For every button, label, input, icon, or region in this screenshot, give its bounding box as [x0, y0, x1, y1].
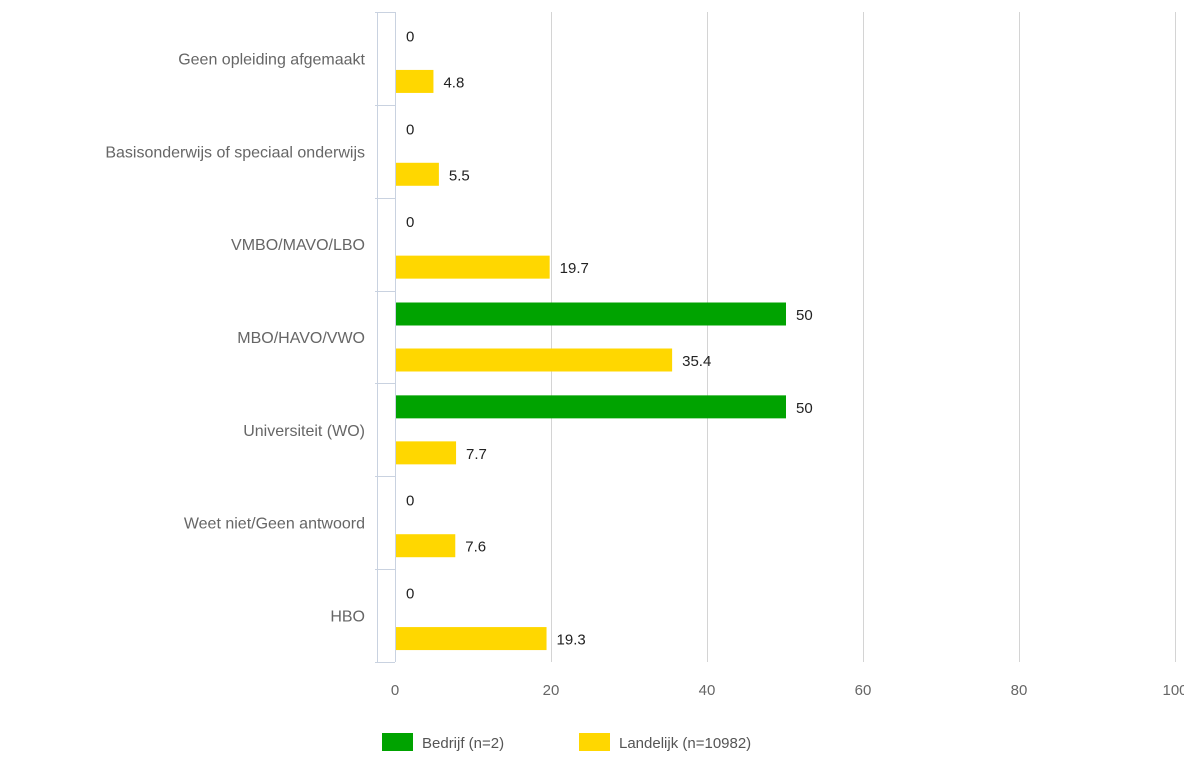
legend-swatch	[382, 733, 413, 751]
x-tick-label: 100	[1162, 682, 1184, 699]
data-label: 0	[406, 28, 414, 45]
bar-landelijk	[396, 69, 434, 93]
data-label: 5.5	[449, 167, 470, 184]
data-label: 7.6	[465, 539, 486, 556]
data-label: 0	[406, 214, 414, 231]
category-label: MBO/HAVO/VWO	[237, 330, 365, 347]
x-tick-labels: 0 20 40 60 80 100	[391, 682, 1184, 699]
category-label: HBO	[330, 609, 365, 626]
data-label: 19.7	[560, 260, 589, 277]
bar-landelijk	[396, 627, 547, 651]
legend-label: Landelijk (n=10982)	[619, 735, 751, 752]
bar-landelijk	[396, 255, 550, 279]
gridlines	[395, 12, 1176, 662]
data-label: 35.4	[682, 353, 711, 370]
x-tick-label: 0	[391, 682, 399, 699]
x-tick-label: 60	[855, 682, 872, 699]
bar-landelijk	[396, 534, 456, 558]
data-label: 4.8	[443, 74, 464, 91]
data-label: 7.7	[466, 446, 487, 463]
bar-bedrijf	[396, 395, 786, 419]
bar-landelijk	[396, 441, 457, 465]
data-label: 50	[796, 400, 813, 417]
x-tick-label: 20	[543, 682, 560, 699]
category-label: Universiteit (WO)	[243, 423, 365, 440]
legend-swatch	[579, 733, 610, 751]
data-labels: 0 4.8 0 5.5 0 19.7 50 35.4 50 7.7 0 7.6 0 19.3	[406, 28, 813, 648]
bar-landelijk	[396, 348, 673, 372]
category-label: Basisonderwijs of speciaal onderwijs	[105, 144, 365, 161]
category-label: Geen opleiding afgemaakt	[178, 51, 365, 68]
category-labels: Geen opleiding afgemaakt Basisonderwijs o…	[105, 51, 365, 625]
legend: Bedrijf (n=2) Landelijk (n=10982)	[382, 733, 751, 752]
bars	[396, 69, 786, 651]
x-tick-label: 40	[699, 682, 716, 699]
data-label: 0	[406, 121, 414, 138]
category-axis	[375, 12, 395, 663]
data-label: 19.3	[557, 632, 586, 649]
bar-bedrijf	[396, 302, 786, 326]
category-label: Weet niet/Geen antwoord	[184, 516, 365, 533]
data-label: 0	[406, 493, 414, 510]
legend-label: Bedrijf (n=2)	[422, 735, 504, 752]
bar-landelijk	[396, 162, 439, 186]
x-tick-label: 80	[1011, 682, 1028, 699]
data-label: 50	[796, 307, 813, 324]
category-label: VMBO/MAVO/LBO	[231, 237, 365, 254]
data-label: 0	[406, 586, 414, 603]
